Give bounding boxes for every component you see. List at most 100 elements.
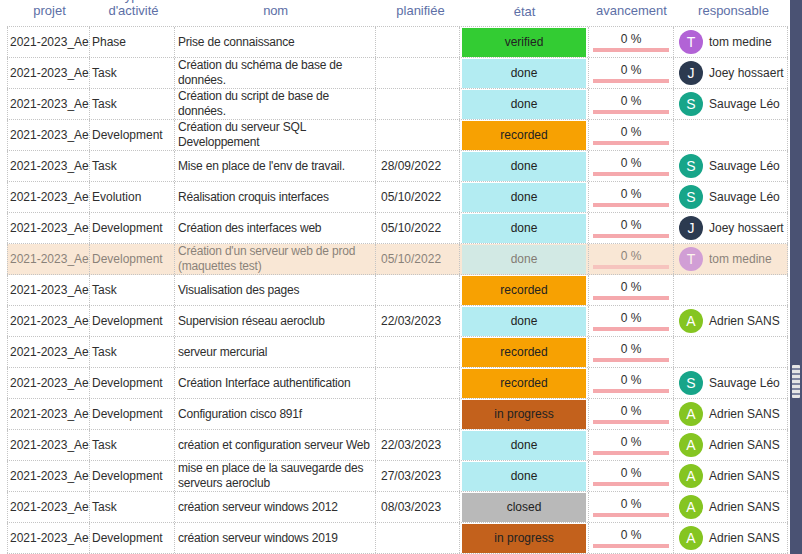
status-badge: recorded bbox=[462, 121, 586, 150]
table-row[interactable]: 2021-2023_Aero Development Création d'un… bbox=[7, 244, 788, 275]
cell-avancement: 0 % bbox=[589, 523, 674, 553]
vertical-scrollbar[interactable] bbox=[790, 0, 802, 554]
progress-percent: 0 % bbox=[593, 249, 669, 264]
echeance-text: 05/10/2022 bbox=[381, 221, 441, 235]
progress-indicator: 0 % bbox=[593, 125, 669, 145]
cell-projet: 2021-2023_Aero bbox=[7, 337, 90, 367]
cell-avancement: 0 % bbox=[589, 306, 674, 336]
status-badge: closed bbox=[462, 493, 586, 522]
column-header-line2: d'activité bbox=[92, 3, 175, 18]
cell-type-activite: Development bbox=[90, 461, 175, 491]
status-badge: recorded bbox=[462, 338, 586, 367]
projet-text: 2021-2023_Aero bbox=[10, 35, 89, 49]
projet-text: 2021-2023_Aero bbox=[10, 97, 89, 111]
nom-text: Réalisation croquis interfaces bbox=[178, 190, 329, 205]
type-text: Development bbox=[92, 314, 163, 328]
projet-text: 2021-2023_Aero bbox=[10, 252, 89, 266]
cell-nom: serveur mercurial bbox=[175, 337, 376, 367]
table-row[interactable]: 2021-2023_Aero Phase Prise de connaissan… bbox=[7, 27, 788, 58]
status-badge: done bbox=[462, 431, 586, 460]
type-text: Phase bbox=[92, 35, 126, 49]
responsable-name: Adrien SANS bbox=[709, 314, 780, 328]
responsable-name: Adrien SANS bbox=[709, 469, 780, 483]
cell-echeance-planifiee bbox=[376, 399, 460, 429]
table-row[interactable]: 2021-2023_Aero Task Création du script d… bbox=[7, 89, 788, 120]
table-row[interactable]: 2021-2023_Aero Task Création du schéma d… bbox=[7, 58, 788, 89]
nom-text: Création d'un serveur web de prod (maque… bbox=[178, 244, 372, 274]
progress-bar bbox=[593, 451, 669, 455]
table-row[interactable]: 2021-2023_Aero Evolution Réalisation cro… bbox=[7, 182, 788, 213]
column-header-avancement[interactable]: avancement bbox=[589, 0, 674, 26]
echeance-text: 27/03/2023 bbox=[381, 469, 441, 483]
column-header-line2: planifiée bbox=[381, 3, 460, 18]
table-row[interactable]: 2021-2023_Aero Development Supervision r… bbox=[7, 306, 788, 337]
column-header-echeance[interactable]: échéance planifiée bbox=[376, 0, 460, 26]
table-row[interactable]: 2021-2023_Aero Task création serveur win… bbox=[7, 492, 788, 523]
status-badge: verified bbox=[462, 28, 586, 57]
cell-nom: Création des interfaces web bbox=[175, 213, 376, 243]
table-row[interactable]: 2021-2023_Aero Development mise en place… bbox=[7, 461, 788, 492]
progress-indicator: 0 % bbox=[593, 404, 669, 424]
cell-type-activite: Development bbox=[90, 368, 175, 398]
cell-echeance-planifiee: 05/10/2022 bbox=[376, 213, 460, 243]
cell-responsable: T tom medine bbox=[674, 244, 788, 274]
table-row[interactable]: 2021-2023_Aero Development Création du s… bbox=[7, 120, 788, 151]
cell-avancement: 0 % bbox=[589, 337, 674, 367]
type-text: Evolution bbox=[92, 190, 141, 204]
progress-indicator: 0 % bbox=[593, 280, 669, 300]
column-header-etat[interactable]: état bbox=[460, 0, 589, 26]
avatar: S bbox=[679, 371, 703, 395]
avatar: A bbox=[679, 495, 703, 519]
nom-text: Visualisation des pages bbox=[178, 283, 299, 298]
table-row[interactable]: 2021-2023_Aero Task Mise en place de l'e… bbox=[7, 151, 788, 182]
progress-indicator: 0 % bbox=[593, 435, 669, 455]
cell-responsable: A Adrien SANS bbox=[674, 461, 788, 491]
echeance-text: 22/03/2023 bbox=[381, 314, 441, 328]
table-row[interactable]: 2021-2023_Aero Task serveur mercurial re… bbox=[7, 337, 788, 368]
type-text: Task bbox=[92, 500, 117, 514]
nom-text: Création des interfaces web bbox=[178, 221, 321, 236]
table-row[interactable]: 2021-2023_Aero Task Visualisation des pa… bbox=[7, 275, 788, 306]
cell-type-activite: Phase bbox=[90, 27, 175, 57]
column-header-type[interactable]: type d'activité bbox=[90, 0, 175, 26]
status-badge: done bbox=[462, 214, 586, 243]
cell-etat: in progress bbox=[460, 399, 589, 429]
status-badge: done bbox=[462, 152, 586, 181]
avatar: A bbox=[679, 464, 703, 488]
table-row[interactable]: 2021-2023_Aero Development Création des … bbox=[7, 213, 788, 244]
cell-nom: Visualisation des pages bbox=[175, 275, 376, 305]
cell-projet: 2021-2023_Aero bbox=[7, 27, 90, 57]
table-row[interactable]: 2021-2023_Aero Development Création Inte… bbox=[7, 368, 788, 399]
avatar: S bbox=[679, 154, 703, 178]
cell-etat: done bbox=[460, 151, 589, 181]
status-badge: done bbox=[462, 183, 586, 212]
column-header-responsable[interactable]: responsable bbox=[674, 0, 788, 26]
progress-percent: 0 % bbox=[593, 280, 669, 295]
progress-bar bbox=[593, 482, 669, 486]
cell-echeance-planifiee bbox=[376, 120, 460, 150]
cell-nom: création serveur windows 2012 bbox=[175, 492, 376, 522]
progress-percent: 0 % bbox=[593, 156, 669, 171]
status-badge: in progress bbox=[462, 524, 586, 553]
column-header-projet[interactable]: projet bbox=[7, 0, 90, 26]
cell-avancement: 0 % bbox=[589, 368, 674, 398]
nom-text: Mise en place de l'env de travail. bbox=[178, 159, 345, 174]
column-header-line2: avancement bbox=[589, 3, 674, 18]
table-row[interactable]: 2021-2023_Aero Task création et configur… bbox=[7, 430, 788, 461]
projet-text: 2021-2023_Aero bbox=[10, 221, 89, 235]
progress-indicator: 0 % bbox=[593, 249, 669, 269]
cell-echeance-planifiee bbox=[376, 368, 460, 398]
cell-type-activite: Development bbox=[90, 523, 175, 553]
cell-avancement: 0 % bbox=[589, 430, 674, 460]
cell-nom: Configuration cisco 891f bbox=[175, 399, 376, 429]
table-row[interactable]: 2021-2023_Aero Development Configuration… bbox=[7, 399, 788, 430]
cell-nom: Création du schéma de base de données. bbox=[175, 58, 376, 88]
scrollbar-thumb[interactable] bbox=[792, 365, 800, 398]
type-text: Development bbox=[92, 128, 163, 142]
cell-avancement: 0 % bbox=[589, 275, 674, 305]
table-row[interactable]: 2021-2023_Aero Development création serv… bbox=[7, 523, 788, 554]
cell-type-activite: Development bbox=[90, 306, 175, 336]
cell-etat: recorded bbox=[460, 337, 589, 367]
column-header-nom[interactable]: nom bbox=[175, 0, 376, 26]
cell-avancement: 0 % bbox=[589, 89, 674, 119]
